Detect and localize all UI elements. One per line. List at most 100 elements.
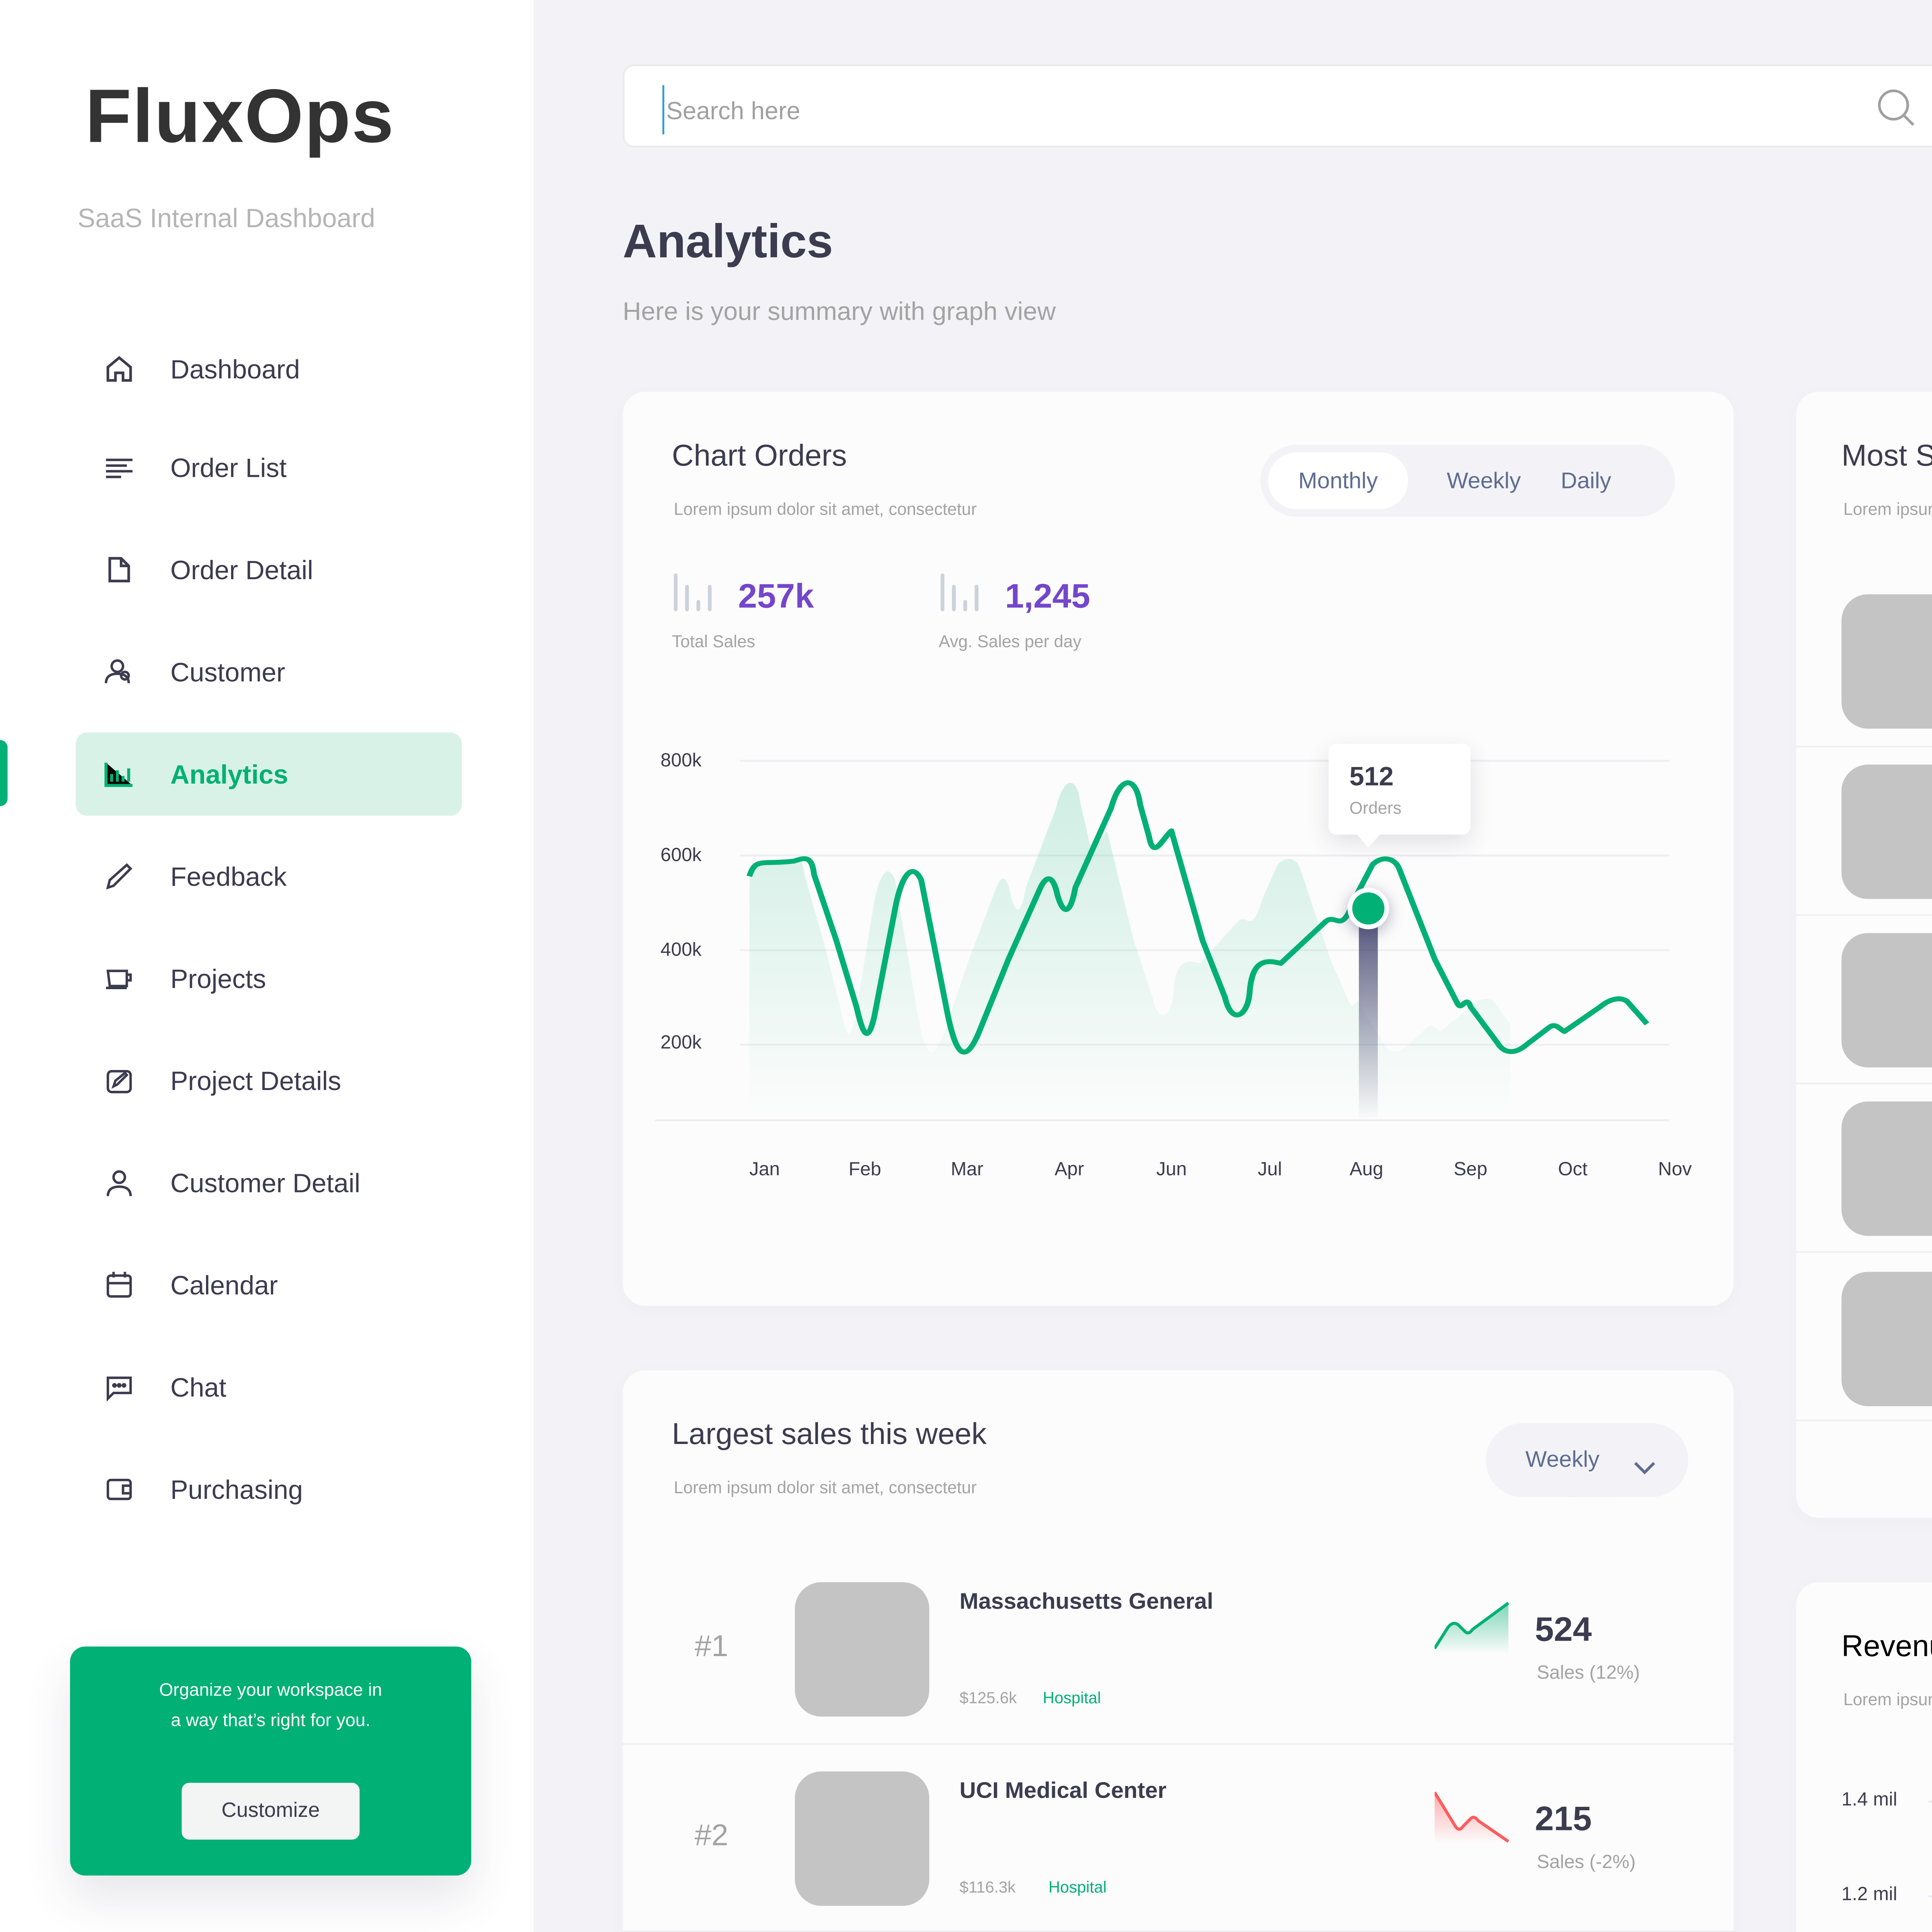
period-tabs: Monthly Weekly Daily [1260, 445, 1675, 517]
page-title: Analytics [622, 216, 833, 269]
sidebar-item-order-list[interactable]: Order List [76, 426, 462, 509]
selling-item-row[interactable]: Fluxergy Analyzer Kit Kit Clinic 24mins … [1796, 745, 1932, 916]
search-icon[interactable] [1876, 87, 1917, 138]
tooltip-value: 512 [1349, 760, 1394, 791]
sale-amount: $125.6k [959, 1688, 1017, 1707]
pencil-icon [102, 859, 136, 893]
sidebar-item-label: Order Detail [170, 554, 313, 585]
x-axis-label: Mar [951, 1160, 984, 1181]
cup-icon [102, 961, 136, 995]
sidebar: FluxOps SaaS Internal Dashboard Dashboar… [0, 0, 534, 1932]
home-icon [102, 352, 136, 386]
revenue-line-chart[interactable] [1796, 1582, 1932, 1932]
calendar-icon [102, 1268, 136, 1302]
sidebar-item-order-detail[interactable]: Order Detail [76, 528, 462, 612]
card-subtitle: Lorem ipsum dolor sit amet, consectetur [1843, 1690, 1932, 1709]
sidebar-item-dashboard[interactable]: Dashboard [76, 327, 462, 411]
sidebar-item-purchasing[interactable]: Purchasing [76, 1448, 462, 1531]
customize-button[interactable]: Customize [182, 1782, 360, 1840]
selling-item-row[interactable]: Fluxergy Test Cards Accessories Hospital… [1796, 914, 1932, 1085]
x-axis-label: Feb [849, 1160, 881, 1181]
sidebar-item-analytics[interactable]: Analytics [75, 732, 462, 816]
trend-down-icon [1433, 1791, 1510, 1853]
x-axis-label: Oct [1558, 1160, 1588, 1181]
selling-item-row[interactable]: Fluxergy Analyzer V2 Device Hospital, Cl… [1796, 577, 1932, 746]
item-thumbnail [1841, 1101, 1932, 1236]
x-axis-label: Aug [1349, 1160, 1383, 1181]
chat-icon [102, 1370, 136, 1404]
app-logo: FluxOps [85, 75, 395, 159]
sidebar-item-customer[interactable]: Customer [76, 630, 462, 714]
tooltip-arrow [1357, 835, 1380, 848]
orders-tooltip: 512 Orders [1328, 743, 1471, 848]
bar-stat-icon [672, 571, 714, 622]
card-subtitle: Lorem ipsum dolor sit amet, consectetur [673, 1478, 977, 1497]
sale-row[interactable]: #2 UCI Medical Center $116.3k Hospital 2… [622, 1743, 1734, 1932]
x-axis-label: Nov [1658, 1160, 1692, 1181]
revenue-card: Revenue Lorem ipsum dolor sit amet, cons… [1796, 1582, 1932, 1932]
customer-thumbnail [795, 1582, 929, 1717]
card-title: Most Selling Items [1841, 441, 1932, 473]
sidebar-item-calendar[interactable]: Calendar [76, 1243, 462, 1327]
sale-rank: #2 [694, 1820, 728, 1853]
sidebar-item-label: Chat [170, 1372, 226, 1403]
customer-thumbnail [795, 1771, 929, 1906]
sale-row[interactable]: #3 The John Hopkins Hospital $87.2k Hosp… [622, 1930, 1734, 1932]
bar-stat-icon [939, 571, 980, 622]
search-input[interactable] [662, 85, 1806, 134]
sidebar-item-feedback[interactable]: Feedback [76, 835, 462, 918]
item-thumbnail [1841, 764, 1932, 899]
customize-promo-card: Organize your workspace in a way that’s … [70, 1646, 471, 1876]
largest-sales-card: Largest sales this week Lorem ipsum dolo… [622, 1370, 1734, 1932]
sidebar-item-label: Feedback [170, 861, 287, 891]
tab-daily[interactable]: Daily [1561, 467, 1611, 494]
x-axis-label: Jul [1258, 1160, 1282, 1181]
avg-sales-value: 1,245 [1005, 577, 1090, 615]
sale-amount: $116.3k [959, 1877, 1016, 1896]
customer-name: UCI Medical Center [959, 1777, 1167, 1804]
chevron-down-icon [1633, 1452, 1656, 1486]
sidebar-item-label: Analytics [170, 759, 288, 789]
wallet-icon [102, 1473, 136, 1507]
sidebar-item-project-details[interactable]: Project Details [76, 1039, 462, 1122]
period-dropdown[interactable]: Weekly [1485, 1423, 1689, 1497]
x-axis-label: Sep [1454, 1160, 1488, 1181]
selling-item-row[interactable]: Consultation Services Laboratory, +2 mor… [1796, 1251, 1932, 1422]
most-selling-items-card: Most Selling Items Lorem ipsum dolor sit… [1796, 391, 1932, 1518]
users-icon [102, 655, 136, 689]
card-title: Revenue [1841, 1631, 1932, 1664]
y-axis-label: 1.4 mil [1841, 1790, 1898, 1811]
tab-monthly[interactable]: Monthly [1268, 452, 1408, 509]
list-icon [102, 451, 136, 485]
sidebar-item-label: Customer [170, 656, 286, 687]
item-thumbnail [1841, 1272, 1932, 1406]
x-axis-label: Jun [1156, 1160, 1187, 1181]
view-more-row: View more [1796, 1419, 1932, 1518]
card-subtitle: Lorem ipsum dolor sit amet, consectetur [673, 500, 977, 519]
item-thumbnail [1841, 594, 1932, 729]
y-axis-label: 600k [660, 846, 702, 867]
sidebar-item-projects[interactable]: Projects [76, 937, 462, 1020]
sale-rank: #1 [694, 1631, 728, 1664]
selling-item-row[interactable]: Fluxergy Analyzer V1 Device University 2… [1796, 1082, 1932, 1253]
avg-sales-label: Avg. Sales per day [939, 632, 1082, 651]
active-indicator [0, 740, 8, 806]
item-thumbnail [1841, 933, 1932, 1068]
user-icon [102, 1166, 136, 1200]
y-axis-label: 800k [660, 751, 702, 772]
sidebar-item-label: Projects [170, 963, 266, 994]
total-sales-value: 257k [738, 577, 814, 615]
edit-icon [102, 1064, 136, 1098]
total-sales-label: Total Sales [672, 632, 755, 651]
orders-line-chart[interactable] [622, 392, 1733, 1306]
trend-up-icon [1433, 1601, 1510, 1664]
page-subtitle: Here is your summary with graph view [622, 297, 1056, 326]
tab-weekly[interactable]: Weekly [1447, 467, 1521, 494]
sidebar-item-label: Dashboard [170, 354, 300, 384]
sidebar-item-chat[interactable]: Chat [76, 1345, 462, 1429]
chart-orders-card: Chart Orders Lorem ipsum dolor sit amet,… [622, 391, 1734, 1306]
sales-count: 524 [1535, 1611, 1592, 1649]
sale-row[interactable]: #1 Massachusetts General $125.6k Hospita… [622, 1556, 1733, 1743]
sidebar-item-customer-detail[interactable]: Customer Detail [76, 1141, 462, 1225]
app-subtitle: SaaS Internal Dashboard [77, 202, 375, 233]
